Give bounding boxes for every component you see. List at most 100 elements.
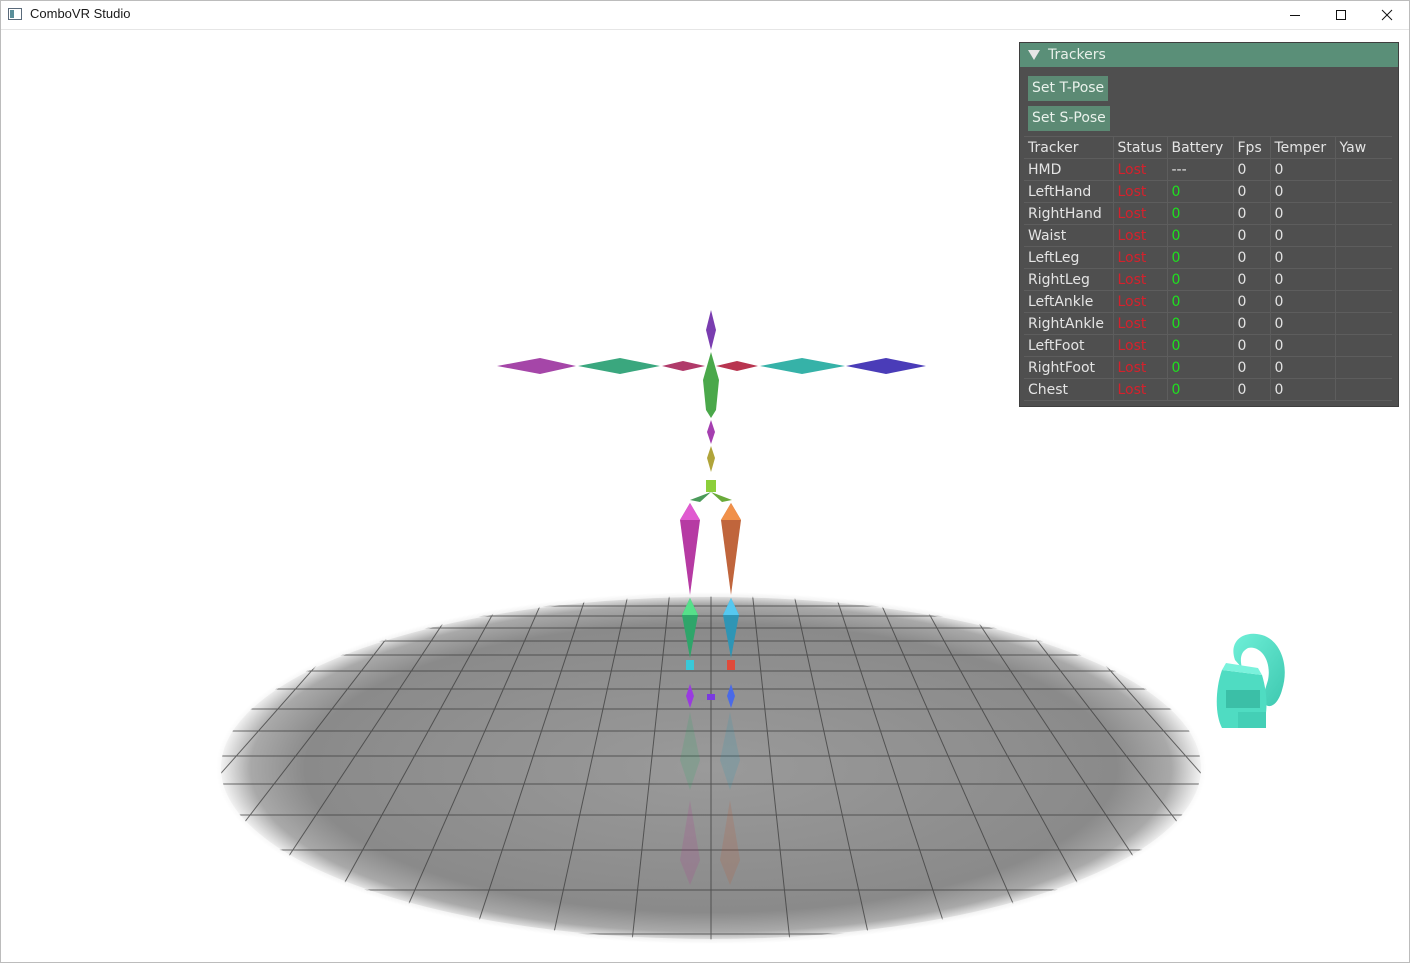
set-t-pose-button[interactable]: Set T-Pose <box>1028 76 1109 101</box>
yaw-cell <box>1334 356 1392 379</box>
battery-cell: 0 <box>1166 378 1233 401</box>
set-s-pose-button[interactable]: Set S-Pose <box>1028 106 1110 131</box>
table-row[interactable]: RightAnkle Lost 0 0 0 <box>1024 312 1392 335</box>
tracker-name-cell: LeftHand <box>1024 180 1113 203</box>
floor-grid <box>211 587 1211 949</box>
table-header-row: Tracker Status Battery Fps Temper Yaw <box>1024 136 1392 159</box>
temper-cell: 0 <box>1269 180 1335 203</box>
fps-cell: 0 <box>1232 312 1270 335</box>
minimize-button[interactable] <box>1272 0 1318 30</box>
column-header-tracker: Tracker <box>1024 136 1113 159</box>
status-cell: Lost <box>1112 224 1167 247</box>
minimize-icon <box>1290 15 1300 16</box>
table-row[interactable]: LeftHand Lost 0 0 0 <box>1024 180 1392 203</box>
yaw-cell <box>1334 224 1392 247</box>
maximize-icon <box>1336 10 1346 20</box>
table-row[interactable]: HMD Lost --- 0 0 <box>1024 158 1392 181</box>
table-row[interactable]: LeftAnkle Lost 0 0 0 <box>1024 290 1392 313</box>
column-header-battery: Battery <box>1166 136 1233 159</box>
skeleton-model <box>497 310 926 708</box>
tracker-name-cell: LeftFoot <box>1024 334 1113 357</box>
scene-canvas <box>211 310 1285 949</box>
yaw-cell <box>1334 158 1392 181</box>
table-row[interactable]: RightHand Lost 0 0 0 <box>1024 202 1392 225</box>
collapse-triangle-icon[interactable] <box>1028 50 1040 60</box>
temper-cell: 0 <box>1269 334 1335 357</box>
tracker-name-cell: Waist <box>1024 224 1113 247</box>
temper-cell: 0 <box>1269 202 1335 225</box>
tracker-name-cell: LeftLeg <box>1024 246 1113 269</box>
status-cell: Lost <box>1112 312 1167 335</box>
table-row[interactable]: Waist Lost 0 0 0 <box>1024 224 1392 247</box>
table-row[interactable]: Chest Lost 0 0 0 <box>1024 378 1392 401</box>
temper-cell: 0 <box>1269 224 1335 247</box>
battery-cell: 0 <box>1166 356 1233 379</box>
temper-cell: 0 <box>1269 356 1335 379</box>
yaw-cell <box>1334 378 1392 401</box>
tracker-name-cell: RightLeg <box>1024 268 1113 291</box>
3d-viewport[interactable] <box>1 30 1409 962</box>
fps-cell: 0 <box>1232 246 1270 269</box>
battery-cell: --- <box>1166 158 1233 181</box>
tracker-name-cell: HMD <box>1024 158 1113 181</box>
fps-cell: 0 <box>1232 378 1270 401</box>
app-icon <box>8 8 22 20</box>
hmd-headset-model <box>1216 633 1285 728</box>
fps-cell: 0 <box>1232 224 1270 247</box>
temper-cell: 0 <box>1269 246 1335 269</box>
close-icon <box>1381 9 1393 21</box>
table-row[interactable]: RightLeg Lost 0 0 0 <box>1024 268 1392 291</box>
battery-cell: 0 <box>1166 312 1233 335</box>
table-row[interactable]: RightFoot Lost 0 0 0 <box>1024 356 1392 379</box>
fps-cell: 0 <box>1232 334 1270 357</box>
battery-cell: 0 <box>1166 290 1233 313</box>
status-cell: Lost <box>1112 334 1167 357</box>
column-header-fps: Fps <box>1232 136 1270 159</box>
status-cell: Lost <box>1112 180 1167 203</box>
yaw-cell <box>1334 246 1392 269</box>
table-row[interactable]: LeftLeg Lost 0 0 0 <box>1024 246 1392 269</box>
fps-cell: 0 <box>1232 356 1270 379</box>
table-row[interactable]: LeftFoot Lost 0 0 0 <box>1024 334 1392 357</box>
fps-cell: 0 <box>1232 202 1270 225</box>
tracker-name-cell: RightFoot <box>1024 356 1113 379</box>
maximize-button[interactable] <box>1318 0 1364 30</box>
tracker-table: Tracker Status Battery Fps Temper Yaw HM… <box>1024 136 1392 401</box>
window-title: ComboVR Studio <box>30 6 131 21</box>
temper-cell: 0 <box>1269 378 1335 401</box>
yaw-cell <box>1334 268 1392 291</box>
status-cell: Lost <box>1112 268 1167 291</box>
close-button[interactable] <box>1364 0 1410 30</box>
yaw-cell <box>1334 290 1392 313</box>
yaw-cell <box>1334 312 1392 335</box>
yaw-cell <box>1334 334 1392 357</box>
fps-cell: 0 <box>1232 268 1270 291</box>
skeleton-reflection <box>680 712 740 885</box>
battery-cell: 0 <box>1166 334 1233 357</box>
temper-cell: 0 <box>1269 268 1335 291</box>
column-header-yaw: Yaw <box>1334 136 1392 159</box>
temper-cell: 0 <box>1269 312 1335 335</box>
battery-cell: 0 <box>1166 224 1233 247</box>
title-bar[interactable]: ComboVR Studio <box>0 0 1410 30</box>
fps-cell: 0 <box>1232 180 1270 203</box>
status-cell: Lost <box>1112 158 1167 181</box>
status-cell: Lost <box>1112 202 1167 225</box>
battery-cell: 0 <box>1166 180 1233 203</box>
status-cell: Lost <box>1112 246 1167 269</box>
status-cell: Lost <box>1112 356 1167 379</box>
battery-cell: 0 <box>1166 268 1233 291</box>
column-header-status: Status <box>1112 136 1167 159</box>
temper-cell: 0 <box>1269 290 1335 313</box>
battery-cell: 0 <box>1166 246 1233 269</box>
yaw-cell <box>1334 202 1392 225</box>
trackers-panel-header[interactable]: Trackers <box>1020 43 1398 67</box>
panel-title: Trackers <box>1048 47 1106 63</box>
status-cell: Lost <box>1112 290 1167 313</box>
status-cell: Lost <box>1112 378 1167 401</box>
tracker-name-cell: RightAnkle <box>1024 312 1113 335</box>
tracker-name-cell: Chest <box>1024 378 1113 401</box>
tracker-name-cell: RightHand <box>1024 202 1113 225</box>
fps-cell: 0 <box>1232 158 1270 181</box>
trackers-panel[interactable]: Trackers Set T-Pose Set S-Pose Tracker S… <box>1019 42 1399 407</box>
